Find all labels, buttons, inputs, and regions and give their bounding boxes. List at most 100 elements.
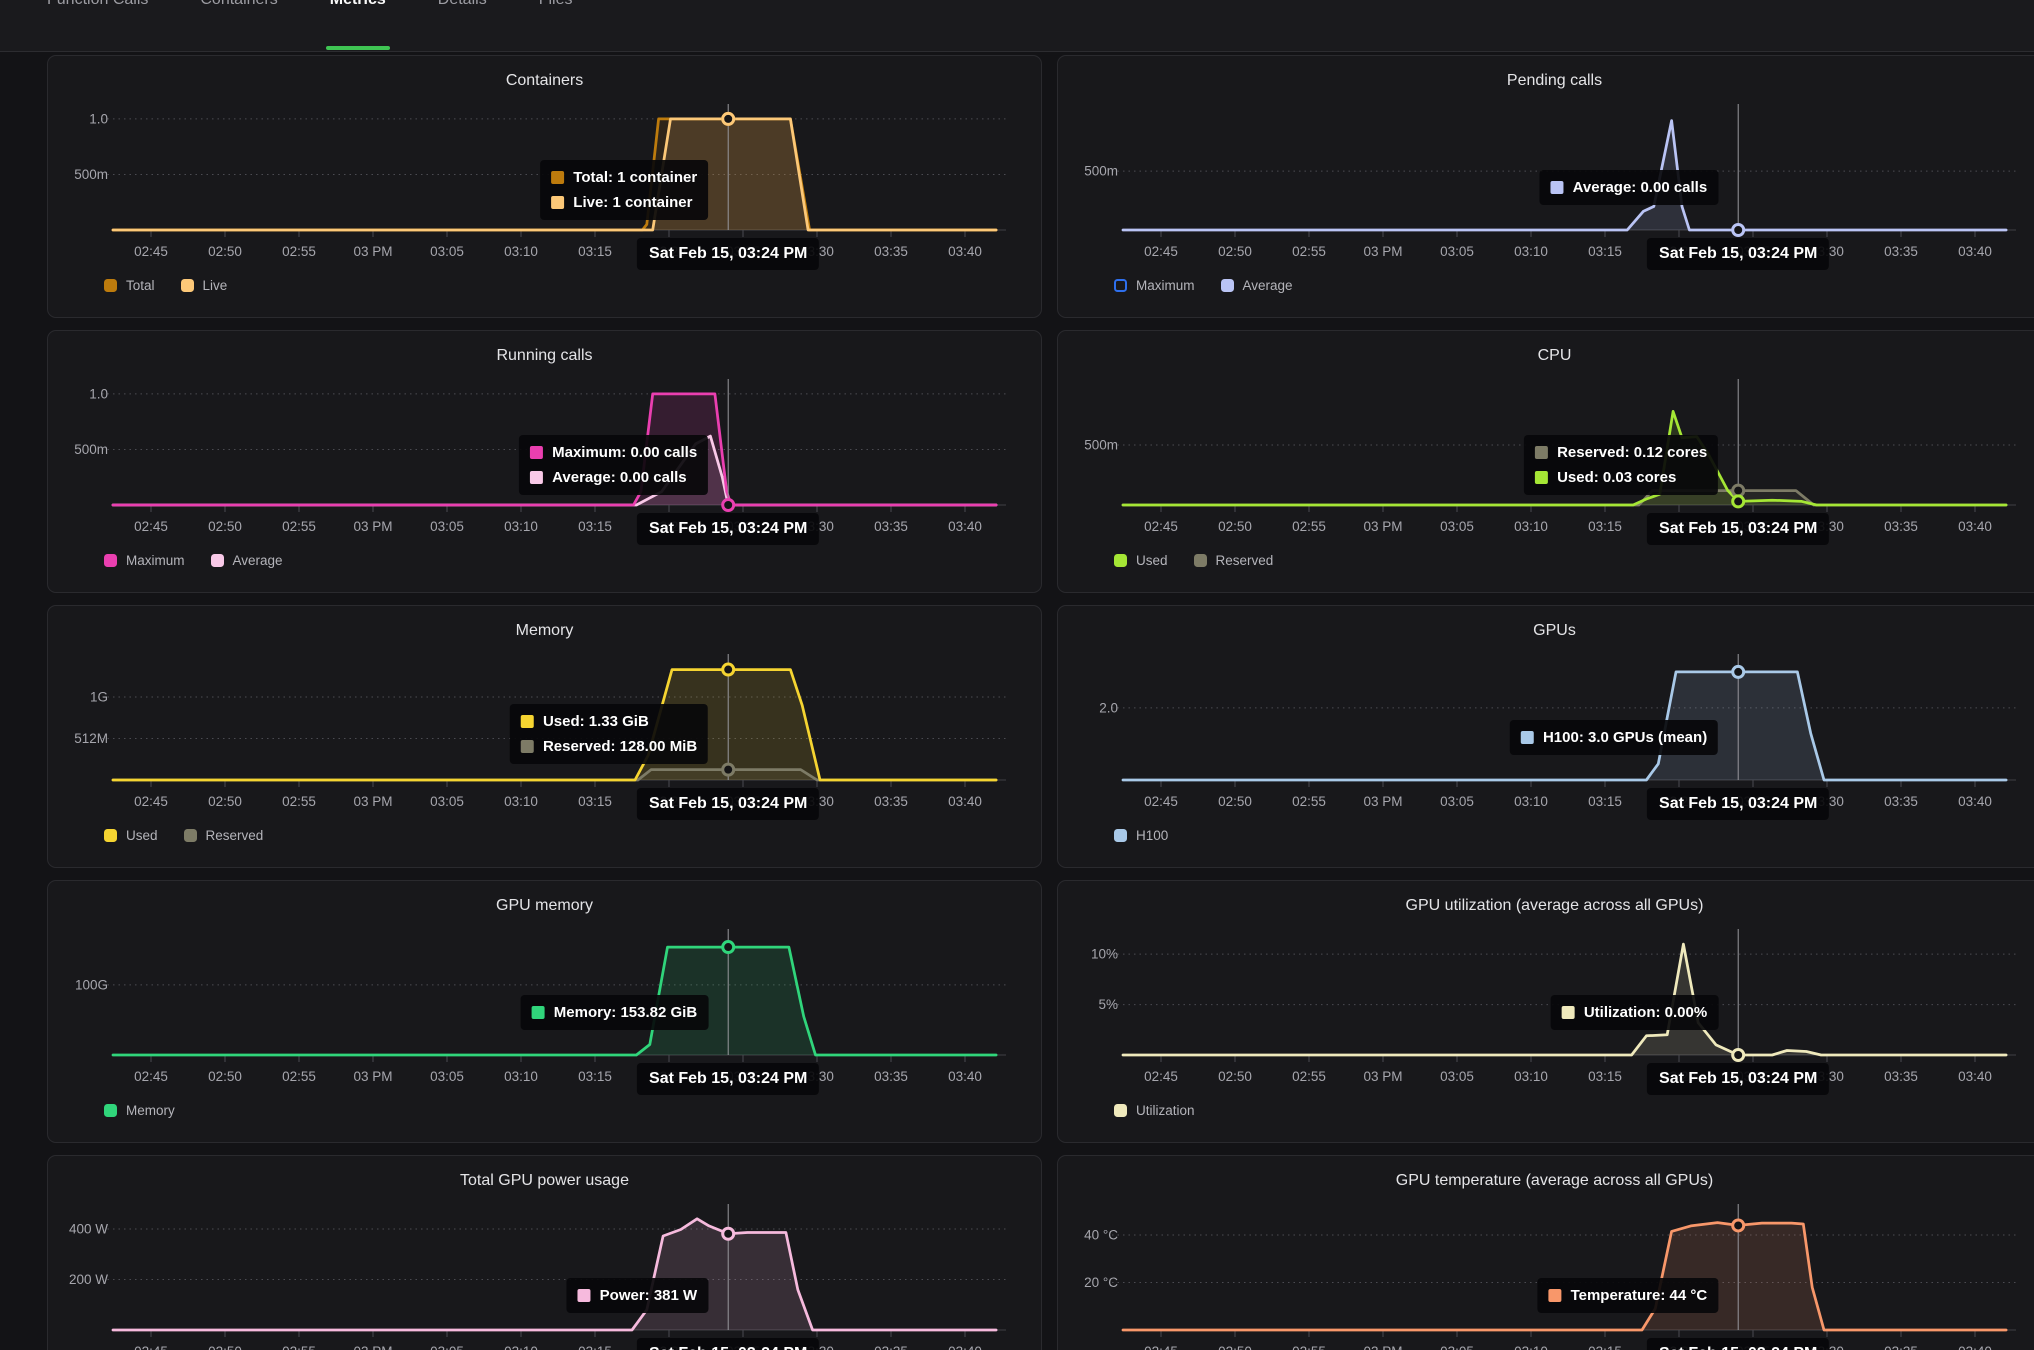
- series-tooltip: Power: 381 W: [566, 1278, 709, 1313]
- x-axis-label: 03:40: [1958, 1069, 1992, 1084]
- tooltip-row: Reserved: 0.12 cores: [1535, 443, 1707, 462]
- legend-swatch: [104, 1104, 117, 1117]
- legend-item-utilization[interactable]: Utilization: [1114, 1103, 1195, 1118]
- legend-item-reserved[interactable]: Reserved: [1193, 553, 1273, 568]
- x-axis-label: 02:45: [134, 244, 168, 259]
- y-axis-label: 500m: [74, 442, 108, 457]
- x-axis-label: 03:40: [948, 1069, 982, 1084]
- x-axis-label: 02:55: [282, 1344, 316, 1350]
- tab-files[interactable]: Files: [539, 0, 573, 51]
- legend-item-used[interactable]: Used: [1114, 553, 1168, 568]
- x-axis-label: 03 PM: [1363, 794, 1402, 809]
- x-axis-label: 02:55: [282, 1069, 316, 1084]
- legend-item-average[interactable]: Average: [1220, 278, 1293, 293]
- series-line-average: [1121, 119, 2008, 232]
- y-axis-label: 40 °C: [1084, 1227, 1118, 1242]
- x-axis-label: 03:40: [1958, 794, 1992, 809]
- legend-item-maximum[interactable]: Maximum: [104, 553, 185, 568]
- legend-swatch: [1114, 829, 1127, 842]
- tooltip-text: Average: 0.00 calls: [1572, 179, 1708, 196]
- legend-item-average[interactable]: Average: [210, 553, 283, 568]
- x-axis-label: 02:50: [1218, 794, 1252, 809]
- x-axis-label: 03 PM: [1363, 519, 1402, 534]
- x-axis-label: 02:50: [208, 1069, 242, 1084]
- x-axis-label: 03:15: [578, 519, 612, 534]
- x-axis-label: 02:55: [282, 244, 316, 259]
- chart-plot-area: 100G 02:45 02:50 02:55 03 PM 03:05 03:10 03:15 0…: [64, 923, 1025, 1095]
- tooltip-text: Total: 1 container: [573, 169, 698, 186]
- legend-label: Utilization: [1136, 1103, 1195, 1118]
- x-axis-label: 02:55: [282, 794, 316, 809]
- tab-containers[interactable]: Containers: [200, 0, 277, 51]
- legend-item-used[interactable]: Used: [104, 828, 158, 843]
- legend-swatch: [1114, 1104, 1127, 1117]
- legend-swatch: [104, 829, 117, 842]
- legend-item-h100[interactable]: H100: [1114, 828, 1168, 843]
- x-axis-label: 03 PM: [353, 519, 392, 534]
- x-axis-label: 03 PM: [353, 244, 392, 259]
- chart-title: Total GPU power usage: [460, 1172, 629, 1189]
- chart-title: Memory: [515, 622, 574, 639]
- series-tooltip: Used: 1.33 GiB Reserved: 128.00 MiB: [509, 704, 709, 764]
- chart-plot[interactable]: 500m 02:45 02:50 02:55 03 PM 03:05 03:10 03:15 0…: [1074, 373, 2034, 541]
- tab-function-calls[interactable]: Function Calls: [47, 0, 148, 51]
- x-axis-label: 03:35: [874, 244, 908, 259]
- y-axis-label: 500m: [74, 167, 108, 182]
- chart-plot[interactable]: 10% 5% 02:45 02:50 02:55 03 PM 03:05 03:10 03:15…: [1074, 923, 2034, 1091]
- y-axis-label: 2.0: [1099, 700, 1118, 715]
- x-axis-label: 03:05: [1440, 519, 1474, 534]
- legend-label: Average: [1242, 278, 1293, 293]
- tab-metrics[interactable]: Metrics: [325, 0, 390, 51]
- legend-item-reserved[interactable]: Reserved: [183, 828, 263, 843]
- chart-title: Containers: [505, 72, 584, 89]
- charts-grid: Containers 1.0 500m 02:45 02:50 02:55 03 PM 03:…: [47, 55, 2034, 1350]
- legend-label: Total: [126, 278, 155, 293]
- y-axis-label: 500m: [1084, 438, 1118, 453]
- tab-details[interactable]: Details: [438, 0, 487, 51]
- chart-card-gpu-utilization: GPU utilization (average across all GPUs…: [1057, 880, 2034, 1143]
- legend-item-memory[interactable]: Memory: [104, 1103, 175, 1118]
- tooltip-text: Power: 381 W: [599, 1287, 698, 1304]
- x-axis-label: 03:35: [1884, 244, 1918, 259]
- hover-marker-reserved: [721, 762, 736, 777]
- x-axis-label: 03:10: [504, 794, 538, 809]
- x-axis-label: 03:40: [948, 1344, 982, 1350]
- x-axis-label: 03:05: [430, 519, 464, 534]
- series-line-power: [111, 1217, 998, 1332]
- legend-swatch: [1193, 554, 1207, 567]
- chart-plot[interactable]: 40 °C 20 °C 02:45 02:50 02:55 03 PM 03:05 03:10…: [1074, 1198, 2034, 1350]
- chart-title: GPU utilization (average across all GPUs…: [1405, 897, 1704, 914]
- time-tooltip: Sat Feb 15, 03:24 PM: [1647, 513, 1830, 545]
- x-axis-label: 02:45: [1144, 1069, 1178, 1084]
- x-axis-label: 03:15: [578, 1344, 612, 1350]
- hover-marker-h100: [1731, 664, 1746, 679]
- legend-label: Live: [202, 278, 228, 293]
- x-axis-label: 03 PM: [353, 1344, 392, 1350]
- legend-swatch: [210, 554, 224, 567]
- y-axis-label: 5%: [1098, 997, 1118, 1012]
- time-tooltip: Sat Feb 15, 03:24 PM: [1647, 1063, 1830, 1095]
- y-axis-label: 512M: [74, 731, 108, 746]
- tooltip-row: Reserved: 128.00 MiB: [520, 737, 697, 756]
- time-tooltip: Sat Feb 15, 03:24 PM: [637, 1063, 820, 1095]
- x-axis-label: 02:50: [1218, 519, 1252, 534]
- legend-item-live[interactable]: Live: [180, 278, 228, 293]
- chart-legend: Maximum Average: [1114, 278, 2034, 293]
- chart-title: GPUs: [1533, 622, 1576, 639]
- x-axis-label: 02:45: [1144, 244, 1178, 259]
- chart-plot[interactable]: 400 W 200 W 02:45 02:50 02:55 03 PM 03:05 03:10…: [64, 1198, 1027, 1350]
- legend-item-maximum[interactable]: Maximum: [1114, 278, 1195, 293]
- tab-bar: Function Calls Containers Metrics Detail…: [0, 0, 2034, 52]
- tooltip-swatch: [1535, 446, 1549, 459]
- series-tooltip: Reserved: 0.12 cores Used: 0.03 cores: [1524, 435, 1719, 495]
- x-axis-label: 03:05: [1440, 794, 1474, 809]
- tooltip-swatch: [551, 196, 565, 209]
- tooltip-text: Temperature: 44 °C: [1570, 1287, 1708, 1304]
- chart-plot[interactable]: 1G 512M 02:45 02:50 02:55 03 PM 03:05 03:10 03:1…: [64, 648, 1027, 816]
- x-axis-label: 03:35: [874, 1069, 908, 1084]
- x-axis-label: 02:45: [134, 1069, 168, 1084]
- x-axis-label: 03 PM: [353, 1069, 392, 1084]
- x-axis-label: 03 PM: [1363, 1069, 1402, 1084]
- y-axis-label: 400 W: [69, 1221, 108, 1236]
- legend-item-total[interactable]: Total: [104, 278, 155, 293]
